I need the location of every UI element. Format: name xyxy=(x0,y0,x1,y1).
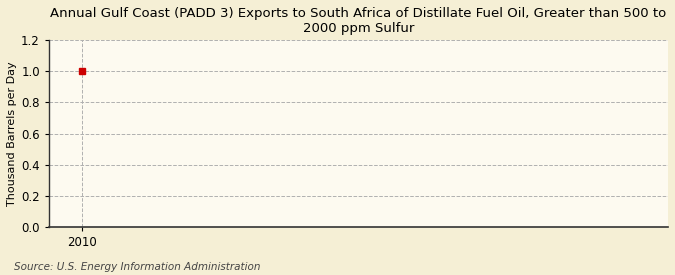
Text: Source: U.S. Energy Information Administration: Source: U.S. Energy Information Administ… xyxy=(14,262,260,272)
Y-axis label: Thousand Barrels per Day: Thousand Barrels per Day xyxy=(7,61,17,206)
Title: Annual Gulf Coast (PADD 3) Exports to South Africa of Distillate Fuel Oil, Great: Annual Gulf Coast (PADD 3) Exports to So… xyxy=(51,7,667,35)
